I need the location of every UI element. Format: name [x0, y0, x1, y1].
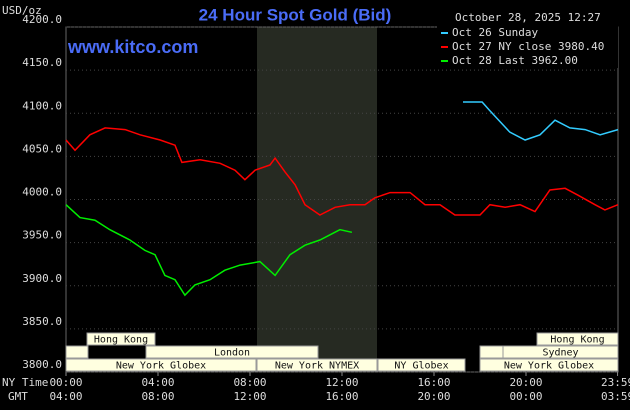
price-line	[65, 204, 353, 297]
session-label: NY Globex	[394, 361, 448, 372]
x-tick-label: 20:00	[509, 376, 542, 389]
session-label: Hong Kong	[94, 335, 148, 346]
y-tick-label: 3900.0	[22, 272, 62, 285]
watermark: www.kitco.com	[67, 37, 198, 57]
session-label: Hong Kong	[550, 335, 604, 346]
legend-entry: Oct 26 Sunday	[452, 26, 538, 39]
price-line	[65, 127, 619, 216]
y-tick-label: 4200.0	[22, 13, 62, 26]
session-box	[377, 358, 466, 372]
legend-frame	[437, 54, 618, 68]
session-box	[479, 358, 619, 372]
legend-frame	[437, 40, 618, 54]
x2-tick-label: 16:00	[325, 390, 358, 403]
session-box	[256, 358, 378, 372]
x-tick-label: 16:00	[417, 376, 450, 389]
y-tick-label: 3800.0	[22, 358, 62, 371]
x2-tick-label: 04:00	[49, 390, 82, 403]
x2-tick-label: 00:00	[509, 390, 542, 403]
session-label: Sydney	[542, 348, 578, 359]
y-tick-label: 3850.0	[22, 315, 62, 328]
session-label: London	[214, 348, 250, 359]
y-tick-label: 4000.0	[22, 186, 62, 199]
session-box	[86, 332, 156, 346]
legend-frame	[437, 26, 618, 40]
nymex-band	[257, 27, 377, 372]
legend-entry: Oct 28 Last 3962.00	[452, 54, 578, 67]
y-tick-label: 3950.0	[22, 229, 62, 242]
price-line	[463, 101, 619, 141]
session-box	[502, 345, 619, 359]
session-label: New York Globex	[116, 361, 206, 372]
session-box	[65, 345, 89, 359]
y-tick-label: 4050.0	[22, 142, 62, 155]
x-axis-label: NY Time	[2, 376, 48, 389]
x2-axis-label: GMT	[8, 390, 28, 403]
timestamp: October 28, 2025 12:27	[455, 11, 601, 24]
x-tick-label: 23:59	[601, 376, 630, 389]
x2-tick-label: 12:00	[233, 390, 266, 403]
session-box	[536, 332, 619, 346]
chart-title: 24 Hour Spot Gold (Bid)	[199, 5, 392, 24]
x-tick-label: 12:00	[325, 376, 358, 389]
session-label: New York NYMEX	[275, 361, 359, 372]
x-tick-label: 08:00	[233, 376, 266, 389]
x-tick-label: 00:00	[49, 376, 82, 389]
legend-entry: Oct 27 NY close 3980.40	[452, 40, 604, 53]
y-tick-label: 4100.0	[22, 99, 62, 112]
y-axis-label: USD/oz	[2, 4, 42, 17]
session-label: New York Globex	[504, 361, 594, 372]
session-box	[479, 345, 504, 359]
x2-tick-label: 20:00	[417, 390, 450, 403]
session-box	[65, 358, 257, 372]
x2-tick-label: 08:00	[141, 390, 174, 403]
session-box	[145, 345, 319, 359]
x2-tick-label: 03:59	[601, 390, 630, 403]
x-tick-label: 04:00	[141, 376, 174, 389]
y-tick-label: 4150.0	[22, 56, 62, 69]
